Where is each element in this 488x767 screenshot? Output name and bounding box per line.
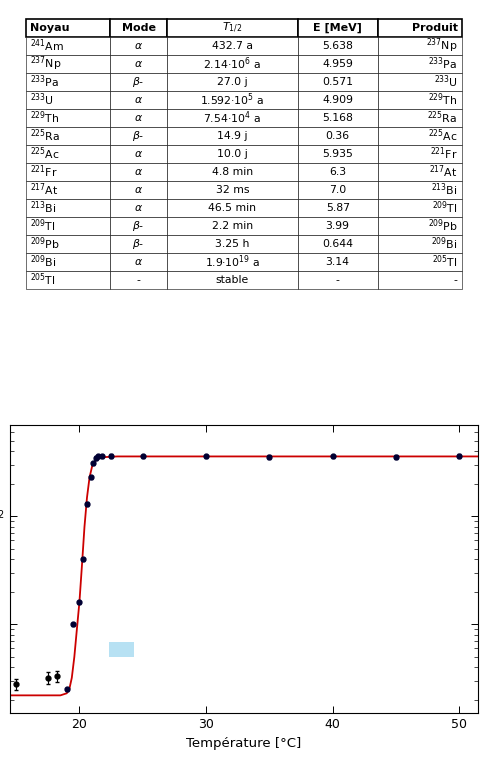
X-axis label: Température [°C]: Température [°C] bbox=[186, 737, 302, 749]
Bar bbox=[108, 643, 134, 657]
